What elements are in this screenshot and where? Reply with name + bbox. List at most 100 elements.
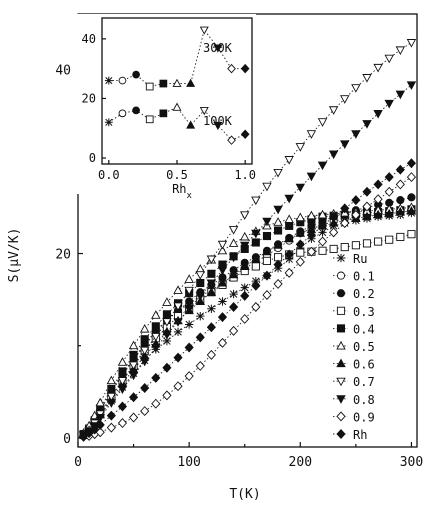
- data-point: [407, 193, 416, 202]
- data-point: [295, 143, 306, 152]
- data-point: [373, 209, 383, 219]
- legend-label: 0.6: [353, 358, 375, 372]
- data-point: [406, 81, 417, 91]
- inset-y-tick-label: 0: [89, 151, 96, 165]
- data-point: [273, 217, 283, 226]
- legend-entry-0.2: 0.2: [333, 287, 375, 301]
- legend-label: 0.3: [353, 305, 375, 319]
- data-point: [306, 246, 316, 257]
- inset-data-point: [227, 135, 236, 145]
- data-point: [162, 336, 172, 346]
- data-point: [362, 211, 372, 221]
- inset-x-tick-label: 1.0: [234, 168, 256, 182]
- inset-y-tick-label: 20: [82, 91, 96, 105]
- legend-entry-0.5: 0.5: [333, 340, 375, 354]
- legend-label: 0.1: [353, 270, 375, 284]
- inset-data-point: [213, 44, 223, 53]
- data-point: [328, 218, 339, 227]
- data-point: [284, 249, 294, 260]
- data-point: [284, 214, 294, 223]
- legend-marker: [336, 253, 346, 263]
- legend-entry-0.8: 0.8: [333, 393, 375, 407]
- inset-data-point: [159, 79, 168, 88]
- data-point: [184, 371, 194, 382]
- data-point: [317, 209, 328, 219]
- data-point: [117, 377, 128, 386]
- data-point: [407, 230, 416, 239]
- data-point: [217, 312, 228, 323]
- data-point: [207, 304, 216, 313]
- data-point: [340, 218, 350, 229]
- inset-data-point: [172, 78, 182, 87]
- y-axis-label: S(μV/K): [7, 228, 22, 283]
- legend-label: 0.2: [353, 287, 375, 301]
- data-point: [384, 172, 394, 183]
- data-point: [151, 343, 161, 353]
- inset-data-point: [118, 109, 127, 118]
- data-point: [206, 255, 217, 265]
- data-point: [351, 130, 361, 139]
- data-point: [296, 248, 305, 257]
- data-point: [395, 46, 406, 56]
- data-point: [151, 310, 161, 319]
- data-point: [251, 238, 260, 247]
- data-point: [284, 156, 294, 165]
- data-point: [384, 208, 394, 218]
- y-tick-label: 20: [55, 248, 71, 263]
- data-point: [95, 397, 105, 407]
- data-point: [217, 266, 228, 276]
- data-point: [117, 401, 128, 412]
- inset-data-point: [159, 109, 168, 118]
- legend-label: 0.5: [353, 340, 375, 354]
- data-point: [251, 280, 261, 291]
- legend-entry-0.9: 0.9: [333, 410, 375, 424]
- data-point: [95, 414, 105, 423]
- data-point: [340, 95, 350, 104]
- data-point: [196, 312, 205, 321]
- data-point: [228, 226, 239, 235]
- data-point: [284, 194, 294, 204]
- data-point: [295, 256, 305, 267]
- data-point: [229, 301, 239, 312]
- data-point: [218, 297, 227, 306]
- data-point: [306, 130, 317, 139]
- inset-x-axis-label: Rhx: [172, 182, 192, 201]
- inset-data-point: [240, 129, 250, 139]
- data-point: [318, 246, 327, 255]
- data-point: [184, 286, 194, 296]
- data-point: [240, 211, 250, 220]
- data-point: [328, 106, 339, 115]
- legend-label: 0.8: [353, 393, 375, 407]
- data-point: [306, 230, 316, 241]
- x-axis-label: T(K): [229, 487, 260, 502]
- data-point: [328, 150, 339, 160]
- data-point: [329, 211, 339, 222]
- data-point: [262, 256, 272, 265]
- inset-x-tick-label: 0.0: [98, 168, 120, 182]
- legend-marker: [336, 429, 346, 439]
- data-point: [196, 278, 205, 288]
- data-point: [173, 302, 183, 312]
- data-point: [251, 229, 261, 239]
- data-point: [206, 279, 217, 289]
- legend-entry-0.7: 0.7: [333, 375, 375, 389]
- data-point: [262, 270, 272, 281]
- legend-entry-0.6: 0.6: [333, 358, 375, 372]
- series-0.8: [78, 81, 417, 441]
- data-point: [362, 201, 372, 212]
- legend-label: Ru: [353, 252, 367, 266]
- data-point: [295, 239, 305, 250]
- data-point: [117, 385, 128, 395]
- data-point: [384, 54, 394, 64]
- data-point: [396, 196, 405, 205]
- data-point: [162, 390, 172, 401]
- series-line-0.4: [83, 208, 412, 435]
- inset-data-point: [104, 118, 113, 127]
- inset-data-point: [199, 107, 209, 116]
- data-point: [106, 399, 117, 408]
- inset-data-point: [132, 70, 140, 79]
- x-tick-label: 200: [289, 455, 312, 470]
- data-point: [162, 297, 172, 306]
- data-point: [195, 271, 205, 280]
